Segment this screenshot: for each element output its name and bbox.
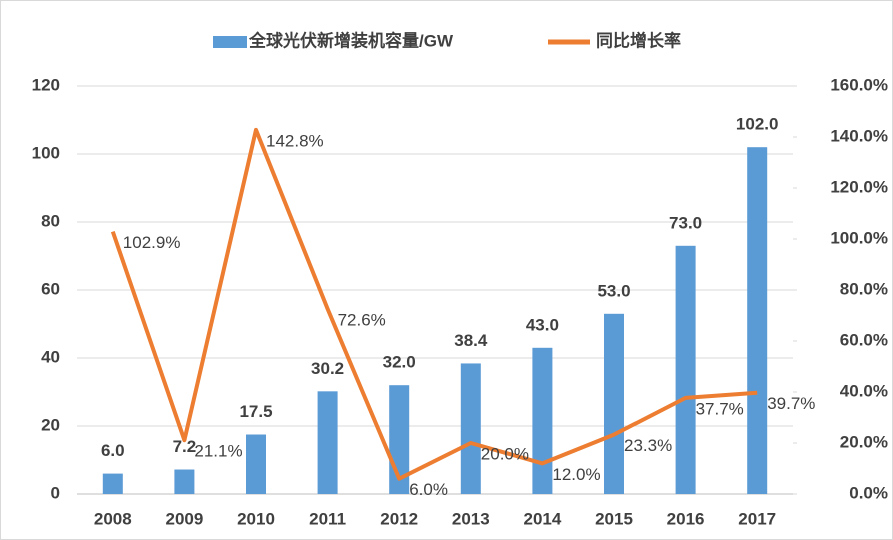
- line-label: 37.7%: [696, 399, 744, 418]
- y2-tick-label: 80.0%: [840, 279, 888, 298]
- line-label: 6.0%: [409, 480, 448, 499]
- bar-label: 30.2: [311, 359, 344, 378]
- line-label: 20.0%: [481, 444, 529, 463]
- bar-label: 53.0: [597, 281, 630, 300]
- x-tick-label: 2015: [595, 509, 633, 528]
- y2-tick-label: 120.0%: [830, 177, 888, 196]
- line-label: 102.9%: [123, 233, 181, 252]
- bar: [317, 391, 338, 494]
- bar: [102, 473, 123, 494]
- bar-label: 17.5: [239, 402, 272, 421]
- x-tick-label: 2014: [523, 509, 561, 528]
- y-tick-label: 100: [32, 143, 60, 162]
- y-tick-label: 20: [41, 415, 60, 434]
- legend-label: 全球光伏新增装机容量/GW: [248, 30, 454, 50]
- line-label: 23.3%: [624, 436, 672, 455]
- bar: [604, 313, 624, 494]
- bar-label: 32.0: [383, 353, 416, 372]
- y-tick-label: 40: [41, 347, 60, 366]
- bar-label: 102.0: [736, 115, 779, 134]
- line-label: 12.0%: [552, 465, 600, 484]
- y2-tick-label: 60.0%: [840, 330, 888, 349]
- y-tick-label: 120: [32, 75, 60, 94]
- x-tick-label: 2013: [452, 509, 490, 528]
- line-label: 142.8%: [266, 131, 324, 150]
- bar-label: 38.4: [454, 331, 488, 350]
- legend-label: 同比增长率: [596, 30, 681, 50]
- bar-label: 73.0: [669, 213, 702, 232]
- bar: [675, 245, 696, 494]
- line: [110, 127, 758, 481]
- bar: [747, 147, 768, 494]
- legend-swatch: [213, 36, 247, 48]
- bar: [460, 363, 481, 494]
- x-tick-label: 2012: [380, 509, 418, 528]
- x-tick-label: 2010: [237, 509, 275, 528]
- y2-tick-label: 100.0%: [830, 228, 888, 247]
- bar: [174, 469, 195, 494]
- y2-tick-label: 20.0%: [840, 432, 888, 451]
- y-tick-label: 0: [51, 483, 60, 502]
- x-tick-label: 2009: [165, 509, 203, 528]
- y2-tick-label: 0.0%: [849, 483, 888, 502]
- y-tick-label: 60: [41, 279, 60, 298]
- x-tick-label: 2011: [309, 509, 346, 528]
- bar-label: 43.0: [526, 315, 559, 334]
- line-label: 39.7%: [767, 394, 815, 413]
- x-tick-label: 2016: [667, 509, 705, 528]
- line-label: 72.6%: [338, 310, 386, 329]
- y2-tick-label: 40.0%: [840, 381, 888, 400]
- y-tick-label: 80: [41, 211, 60, 230]
- bar-label: 6.0: [101, 441, 125, 460]
- line-label: 21.1%: [194, 442, 242, 461]
- x-tick-label: 2017: [738, 509, 776, 528]
- bar: [532, 347, 553, 494]
- bar: [246, 434, 266, 494]
- y2-tick-label: 140.0%: [830, 126, 888, 145]
- bar-label: 7.2: [173, 437, 197, 456]
- y2-tick-label: 160.0%: [830, 75, 888, 94]
- x-tick-label: 2008: [94, 509, 132, 528]
